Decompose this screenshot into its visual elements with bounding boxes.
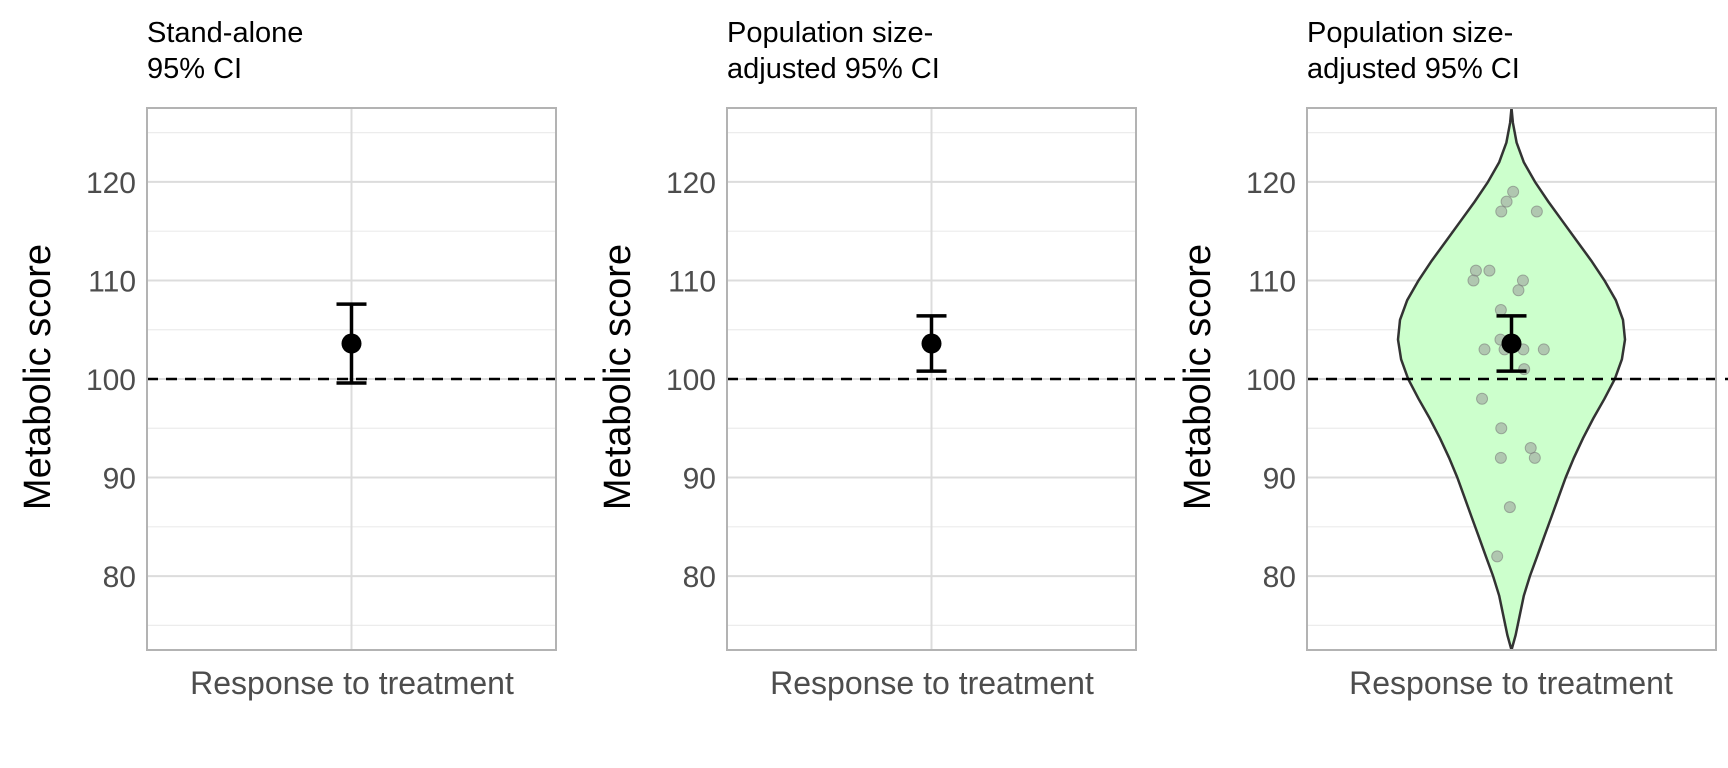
y-axis-label: Metabolic score [17,244,59,510]
y-tick-label: 80 [683,561,716,594]
panel-title-line-1: Population size- [1307,17,1513,49]
y-tick-label: 110 [1248,265,1296,298]
x-axis-label: Response to treatment [1349,665,1673,701]
y-tick-label: 120 [666,167,716,200]
jitter-point [1503,501,1516,514]
y-axis-label: Metabolic score [1177,244,1219,510]
panel-title-line-1: Stand-alone [147,17,303,49]
panel-border [1306,107,1717,651]
plot-area [726,107,1176,651]
jitter-point [1476,392,1489,405]
y-tick-label: 90 [103,463,136,496]
jitter-point [1528,451,1541,464]
jitter-point [1516,274,1529,287]
y-tick-label: 110 [88,265,136,298]
mean-point [921,333,942,354]
panel-size-adjusted-violin: Population size- adjusted 95% CI Respons… [1177,17,1728,701]
y-tick-label: 80 [1263,561,1296,594]
jitter-point [1494,304,1507,317]
jitter-point [1530,205,1543,218]
y-tick-label: 100 [1246,364,1296,397]
y-tick-label: 100 [86,364,136,397]
jitter-point [1524,441,1537,454]
jitter-point [1494,451,1507,464]
y-tick-label: 120 [86,167,136,200]
jitter-point [1478,343,1491,356]
y-tick-label: 100 [666,364,716,397]
y-tick-label: 120 [1246,167,1296,200]
jitter-point [1495,422,1508,435]
panel-stand-alone: Stand-alone 95% CI Response to treatment… [17,17,596,701]
panel-title-line-2: adjusted 95% CI [727,53,940,85]
x-axis-label: Response to treatment [770,665,1094,701]
jitter-point [1483,264,1496,277]
jitter-point [1537,343,1550,356]
y-tick-label: 80 [103,561,136,594]
jitter-point [1469,264,1482,277]
y-axis-label: Metabolic score [597,244,639,510]
jitter-point [1491,550,1504,563]
mean-point [1501,333,1522,354]
y-tick-label: 110 [668,265,716,298]
plot-area [1306,107,1728,651]
plot-area [146,107,596,651]
violin-density [1396,108,1627,650]
jitter-point [1500,195,1513,208]
y-tick-label: 90 [683,463,716,496]
jitter-point [1495,205,1508,218]
jitter-point [1518,363,1531,376]
panel-border [146,107,557,651]
jitter-point [1512,284,1525,297]
mean-point [341,333,362,354]
jitter-point [1507,185,1520,198]
panel-title-line-1: Population size- [727,17,933,49]
panel-border [726,107,1137,651]
panel-size-adjusted: Population size- adjusted 95% CI Respons… [597,17,1176,701]
y-tick-label: 90 [1263,463,1296,496]
x-axis-label: Response to treatment [190,665,514,701]
jitter-point [1467,274,1480,287]
panel-title-line-2: adjusted 95% CI [1307,53,1520,85]
panel-title-line-2: 95% CI [147,53,242,85]
